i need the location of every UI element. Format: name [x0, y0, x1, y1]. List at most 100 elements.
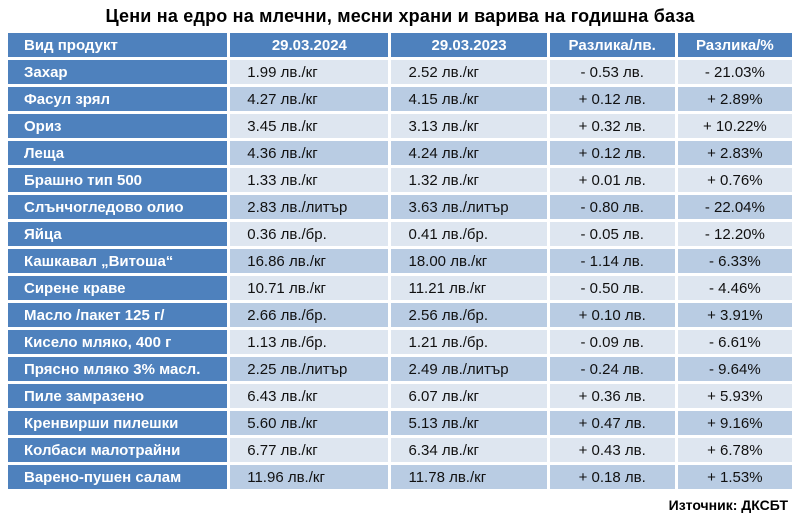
diff-lv-cell: - 0.05 лв. [549, 222, 675, 246]
product-cell: Кашкавал „Витоша“ [8, 249, 228, 273]
table-body: Захар 1.99 лв./кг 2.52 лв./кг - 0.53 лв.… [8, 60, 792, 489]
table-header-row: Вид продукт 29.03.2024 29.03.2023 Разлик… [8, 33, 792, 57]
product-cell: Брашно тип 500 [8, 168, 228, 192]
table-row: Сирене краве 10.71 лв./кг 11.21 лв./кг -… [8, 276, 792, 300]
diff-pct-cell: + 0.76% [677, 168, 792, 192]
product-cell: Масло /пакет 125 г/ [8, 303, 228, 327]
diff-lv-cell: + 0.47 лв. [549, 411, 675, 435]
diff-pct-cell: + 5.93% [677, 384, 792, 408]
price-2023-cell: 6.07 лв./кг [391, 384, 547, 408]
table-row: Захар 1.99 лв./кг 2.52 лв./кг - 0.53 лв.… [8, 60, 792, 84]
diff-lv-cell: + 0.36 лв. [549, 384, 675, 408]
price-2023-cell: 11.78 лв./кг [391, 465, 547, 489]
table-row: Леща 4.36 лв./кг 4.24 лв./кг + 0.12 лв. … [8, 141, 792, 165]
product-cell: Леща [8, 141, 228, 165]
header-cell-diff-pct: Разлика/% [677, 33, 792, 57]
price-2023-cell: 3.63 лв./литър [391, 195, 547, 219]
price-table: Вид продукт 29.03.2024 29.03.2023 Разлик… [5, 30, 795, 492]
price-2024-cell: 2.66 лв./бр. [230, 303, 389, 327]
product-cell: Фасул зрял [8, 87, 228, 111]
price-2024-cell: 4.36 лв./кг [230, 141, 389, 165]
price-2023-cell: 1.32 лв./кг [391, 168, 547, 192]
diff-pct-cell: - 9.64% [677, 357, 792, 381]
product-cell: Яйца [8, 222, 228, 246]
price-2024-cell: 16.86 лв./кг [230, 249, 389, 273]
diff-lv-cell: - 0.80 лв. [549, 195, 675, 219]
product-cell: Кисело мляко, 400 г [8, 330, 228, 354]
product-cell: Колбаси малотрайни [8, 438, 228, 462]
price-2024-cell: 0.36 лв./бр. [230, 222, 389, 246]
diff-lv-cell: - 1.14 лв. [549, 249, 675, 273]
diff-lv-cell: + 0.32 лв. [549, 114, 675, 138]
table-row: Яйца 0.36 лв./бр. 0.41 лв./бр. - 0.05 лв… [8, 222, 792, 246]
product-cell: Слънчогледово олио [8, 195, 228, 219]
product-cell: Захар [8, 60, 228, 84]
price-2024-cell: 1.13 лв./бр. [230, 330, 389, 354]
diff-lv-cell: + 0.18 лв. [549, 465, 675, 489]
diff-pct-cell: - 6.33% [677, 249, 792, 273]
diff-lv-cell: + 0.43 лв. [549, 438, 675, 462]
price-2023-cell: 2.56 лв./бр. [391, 303, 547, 327]
header-cell-date-2023: 29.03.2023 [391, 33, 547, 57]
header-cell-product: Вид продукт [8, 33, 228, 57]
price-2023-cell: 6.34 лв./кг [391, 438, 547, 462]
table-row: Масло /пакет 125 г/ 2.66 лв./бр. 2.56 лв… [8, 303, 792, 327]
price-2023-cell: 4.15 лв./кг [391, 87, 547, 111]
table-row: Кренвирши пилешки 5.60 лв./кг 5.13 лв./к… [8, 411, 792, 435]
diff-lv-cell: + 0.12 лв. [549, 87, 675, 111]
diff-pct-cell: + 2.89% [677, 87, 792, 111]
product-cell: Пиле замразено [8, 384, 228, 408]
price-2023-cell: 4.24 лв./кг [391, 141, 547, 165]
price-2024-cell: 1.33 лв./кг [230, 168, 389, 192]
price-2024-cell: 3.45 лв./кг [230, 114, 389, 138]
price-2023-cell: 11.21 лв./кг [391, 276, 547, 300]
price-2024-cell: 1.99 лв./кг [230, 60, 389, 84]
product-cell: Кренвирши пилешки [8, 411, 228, 435]
diff-lv-cell: + 0.12 лв. [549, 141, 675, 165]
diff-pct-cell: + 9.16% [677, 411, 792, 435]
price-2024-cell: 11.96 лв./кг [230, 465, 389, 489]
diff-pct-cell: + 2.83% [677, 141, 792, 165]
price-2024-cell: 10.71 лв./кг [230, 276, 389, 300]
price-2024-cell: 2.25 лв./литър [230, 357, 389, 381]
table-row: Слънчогледово олио 2.83 лв./литър 3.63 л… [8, 195, 792, 219]
table-row: Фасул зрял 4.27 лв./кг 4.15 лв./кг + 0.1… [8, 87, 792, 111]
diff-pct-cell: - 12.20% [677, 222, 792, 246]
price-2023-cell: 1.21 лв./бр. [391, 330, 547, 354]
table-row: Брашно тип 500 1.33 лв./кг 1.32 лв./кг +… [8, 168, 792, 192]
price-2024-cell: 4.27 лв./кг [230, 87, 389, 111]
price-2024-cell: 2.83 лв./литър [230, 195, 389, 219]
product-cell: Сирене краве [8, 276, 228, 300]
table-row: Прясно мляко 3% масл. 2.25 лв./литър 2.4… [8, 357, 792, 381]
product-cell: Прясно мляко 3% масл. [8, 357, 228, 381]
diff-lv-cell: + 0.01 лв. [549, 168, 675, 192]
price-2024-cell: 5.60 лв./кг [230, 411, 389, 435]
diff-lv-cell: + 0.10 лв. [549, 303, 675, 327]
table-row: Кашкавал „Витоша“ 16.86 лв./кг 18.00 лв.… [8, 249, 792, 273]
header-cell-diff-lv: Разлика/лв. [549, 33, 675, 57]
price-2023-cell: 3.13 лв./кг [391, 114, 547, 138]
diff-lv-cell: - 0.53 лв. [549, 60, 675, 84]
diff-pct-cell: + 10.22% [677, 114, 792, 138]
diff-pct-cell: - 21.03% [677, 60, 792, 84]
diff-pct-cell: - 22.04% [677, 195, 792, 219]
table-row: Ориз 3.45 лв./кг 3.13 лв./кг + 0.32 лв. … [8, 114, 792, 138]
price-2023-cell: 0.41 лв./бр. [391, 222, 547, 246]
page-title: Цени на едро на млечни, месни храни и ва… [105, 6, 695, 26]
price-2023-cell: 5.13 лв./кг [391, 411, 547, 435]
price-2024-cell: 6.77 лв./кг [230, 438, 389, 462]
product-cell: Варено-пушен салам [8, 465, 228, 489]
header-cell-date-2024: 29.03.2024 [230, 33, 389, 57]
product-cell: Ориз [8, 114, 228, 138]
table-row: Варено-пушен салам 11.96 лв./кг 11.78 лв… [8, 465, 792, 489]
diff-lv-cell: - 0.09 лв. [549, 330, 675, 354]
table-row: Пиле замразено 6.43 лв./кг 6.07 лв./кг +… [8, 384, 792, 408]
diff-pct-cell: - 4.46% [677, 276, 792, 300]
diff-pct-cell: - 6.61% [677, 330, 792, 354]
price-2023-cell: 18.00 лв./кг [391, 249, 547, 273]
price-2024-cell: 6.43 лв./кг [230, 384, 389, 408]
table-row: Кисело мляко, 400 г 1.13 лв./бр. 1.21 лв… [8, 330, 792, 354]
diff-pct-cell: + 6.78% [677, 438, 792, 462]
table-row: Колбаси малотрайни 6.77 лв./кг 6.34 лв./… [8, 438, 792, 462]
